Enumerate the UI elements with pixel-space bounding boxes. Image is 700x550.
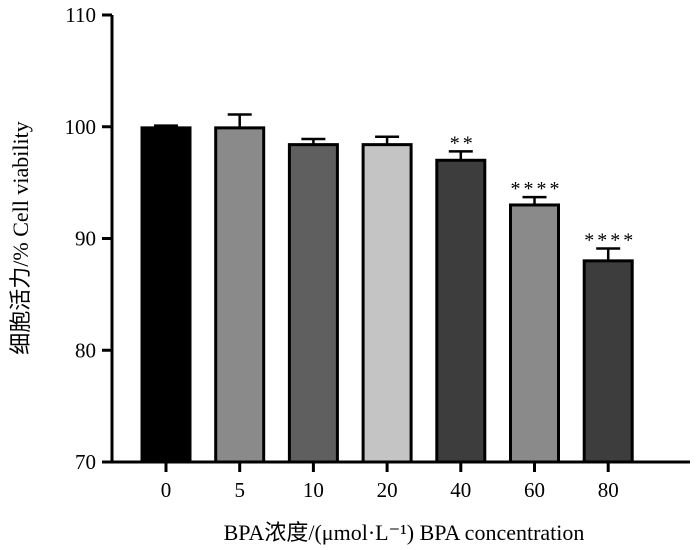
error-bars [154,113,621,261]
y-tick-label: 80 [75,338,96,362]
bar-5 [214,126,266,464]
y-tick-label: 100 [65,115,97,139]
x-axis: 0 5 10 20 40 60 80 [111,460,690,502]
y-tick-label: 110 [65,3,96,27]
x-tick-label: 20 [377,478,398,502]
x-tick-label: 5 [234,478,245,502]
x-tick-label: 10 [303,478,324,502]
bar-60 [509,203,560,464]
x-tick-label: 0 [161,478,172,502]
y-axis-title: 细胞活力/% Cell viability [8,121,33,354]
x-tick-label: 60 [524,478,545,502]
bar-80 [582,259,634,464]
bar-20 [361,143,413,464]
y-axis: 70 80 90 100 110 [65,3,114,474]
x-tick-label: 40 [450,478,471,502]
y-tick-label: 70 [75,450,96,474]
y-tick-label: 90 [75,227,96,251]
bars [140,126,634,464]
significance-label-80: **** [584,230,636,252]
bar-10 [287,143,339,464]
x-axis-title: BPA浓度/(μmol·L⁻¹) BPA concentration [224,520,585,545]
significance-label-40: ** [450,132,476,154]
significance-label-60: **** [511,178,563,200]
significance-labels: ********** [450,132,636,252]
bar-0 [140,126,192,464]
bar-40 [435,158,487,464]
x-tick-label: 80 [598,478,619,502]
